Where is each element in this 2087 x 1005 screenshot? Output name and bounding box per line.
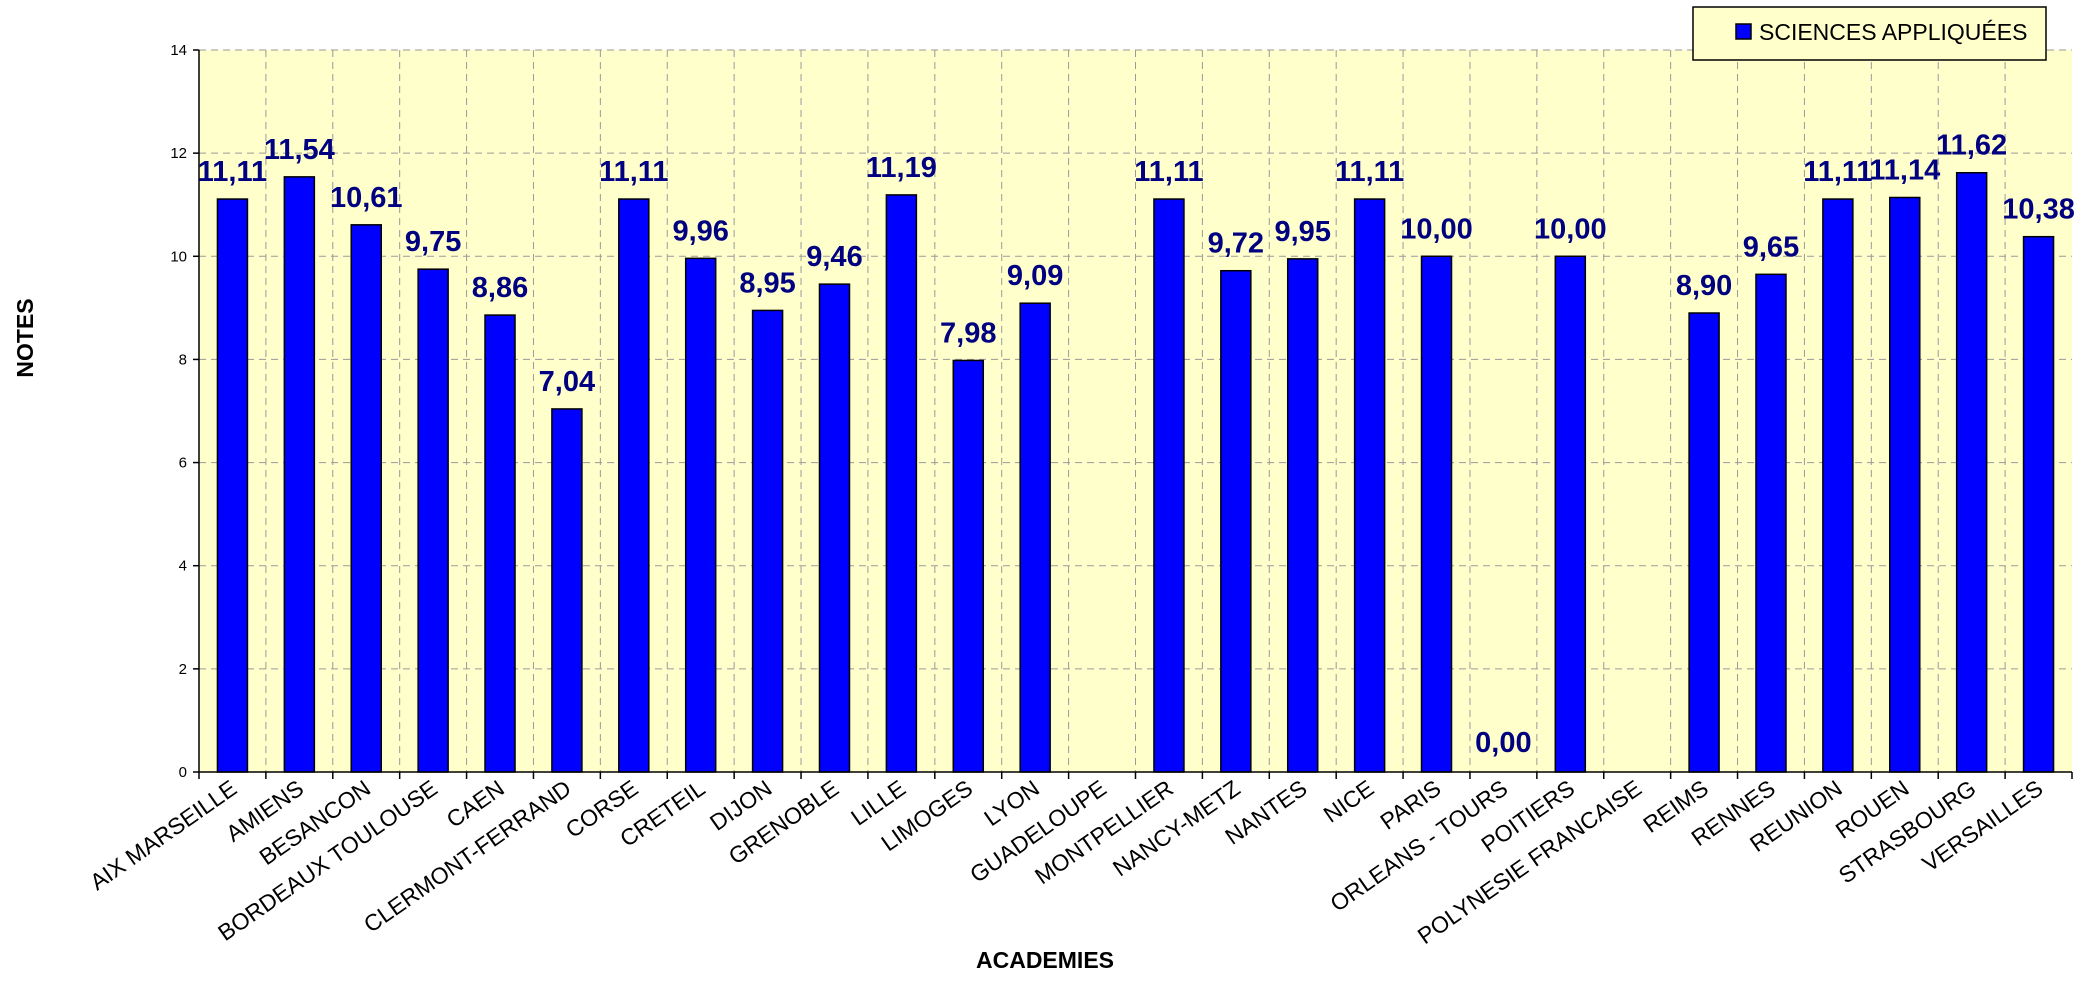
bar	[1889, 196, 1921, 773]
bar	[283, 176, 316, 773]
bar	[684, 257, 717, 773]
data-label: 11,19	[866, 152, 937, 184]
bar	[885, 194, 918, 773]
data-label: 8,86	[472, 272, 528, 304]
bar	[1688, 312, 1720, 773]
bar	[1955, 171, 1988, 773]
y-tick-label: 4	[179, 558, 187, 575]
data-label: 11,11	[599, 156, 668, 188]
data-label: 11,11	[1134, 156, 1203, 188]
bar	[1153, 198, 1185, 773]
data-label: 11,62	[1936, 130, 2007, 162]
data-label: 10,38	[2002, 194, 2075, 226]
data-label: 7,04	[539, 366, 595, 398]
data-label: 11,11	[1803, 156, 1872, 188]
y-tick-label: 0	[179, 764, 187, 781]
data-label: 9,95	[1275, 216, 1331, 248]
y-tick-label: 14	[170, 42, 187, 59]
bar	[551, 408, 583, 773]
bar	[417, 268, 449, 773]
data-label: 10,00	[1400, 213, 1473, 245]
data-label: 8,95	[739, 267, 795, 299]
data-label: 9,72	[1208, 228, 1264, 260]
data-label: 11,11	[198, 156, 267, 188]
bar	[952, 359, 985, 773]
y-tick-label: 2	[179, 661, 187, 678]
data-label: 0,00	[1475, 727, 1531, 759]
data-label: 10,61	[330, 182, 403, 214]
bar	[1019, 302, 1051, 773]
data-label: 8,90	[1676, 270, 1732, 302]
data-label: 9,75	[405, 226, 461, 258]
data-labels: 11,1111,5410,619,758,867,0411,119,968,95…	[198, 130, 2075, 759]
bars	[216, 171, 2055, 773]
data-label: 9,65	[1743, 231, 1799, 263]
bar	[751, 309, 784, 773]
category-label: AIX MARSEILLE	[85, 775, 241, 895]
data-label: 11,14	[1869, 154, 1940, 186]
data-label: 11,54	[264, 134, 335, 166]
bar	[1353, 198, 1386, 773]
bar	[350, 224, 382, 773]
y-tick-label: 10	[170, 248, 187, 265]
legend-swatch	[1735, 23, 1752, 40]
data-label: 11,11	[1335, 156, 1404, 188]
bar	[1822, 198, 1854, 773]
data-label: 10,00	[1534, 213, 1607, 245]
data-label: 7,98	[940, 317, 996, 349]
data-label: 9,09	[1007, 260, 1063, 292]
bar	[818, 283, 851, 773]
legend-box	[1692, 6, 2047, 61]
x-axis-title: ACADEMIES	[976, 947, 1114, 973]
legend-label: SCIENCES APPLIQUÉES	[1759, 19, 2027, 45]
bar	[1220, 269, 1252, 773]
bar	[618, 198, 650, 773]
bar	[216, 198, 249, 773]
legend: SCIENCES APPLIQUÉES	[1692, 6, 2047, 61]
y-tick-label: 8	[179, 351, 187, 368]
bar	[1554, 255, 1587, 773]
data-label: 9,96	[672, 215, 728, 247]
bar	[1420, 255, 1453, 773]
bar	[484, 314, 516, 773]
bar	[2022, 235, 2055, 773]
bar	[1755, 273, 1787, 773]
category-label: NICE	[1319, 775, 1379, 828]
y-tick-label: 6	[179, 455, 187, 472]
y-tick-label: 12	[170, 145, 187, 162]
data-label: 9,46	[806, 241, 862, 273]
bar	[1286, 258, 1319, 773]
y-axis-title: NOTES	[12, 298, 38, 377]
